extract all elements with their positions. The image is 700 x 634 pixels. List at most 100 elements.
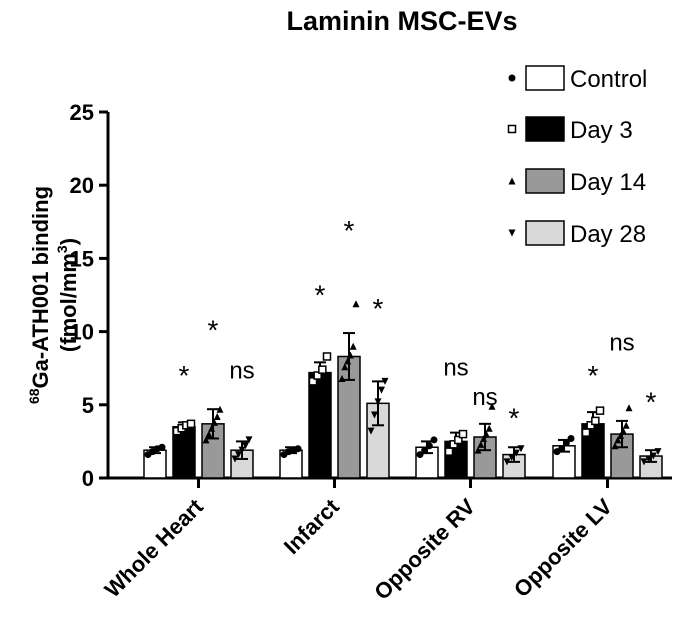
data-point [586, 421, 595, 430]
y-axis-unit-label: (fmol/mm3) [54, 238, 81, 352]
significance-star: * [588, 360, 599, 391]
legend-marker [508, 74, 516, 82]
data-point [238, 446, 246, 454]
y-axis-unit-pre: (fmol/mm [56, 253, 81, 352]
y-axis-label: 68Ga-ATH001 binding [26, 186, 53, 404]
significance-star: * [179, 360, 190, 391]
x-tick-label: Infarct [279, 493, 345, 559]
x-tick-label: Whole Heart [100, 493, 209, 602]
data-point [477, 440, 485, 448]
chart-title: Laminin MSC-EVs [286, 6, 517, 36]
data-point [454, 435, 463, 445]
data-point [485, 424, 493, 432]
significance-ns: ns [472, 384, 497, 411]
data-point [425, 442, 433, 450]
significance-star: * [646, 386, 657, 417]
y-tick-label: 20 [70, 173, 94, 198]
data-point [595, 406, 605, 415]
y-axis-unit-superscript: 3 [54, 245, 70, 253]
significance-ns: ns [443, 355, 468, 382]
data-point [242, 442, 249, 450]
data-point [619, 427, 627, 435]
x-tick-label: Opposite LV [509, 494, 617, 602]
data-point [213, 413, 221, 421]
data-point [430, 436, 438, 444]
legend-label: Day 14 [570, 169, 646, 196]
data-point [654, 448, 662, 456]
y-axis: 0 5 10 15 20 25 [70, 100, 110, 491]
y-tick-label: 25 [70, 100, 94, 125]
data-point [294, 445, 302, 453]
y-axis-unit-post: ) [56, 238, 81, 245]
y-tick-label: 5 [82, 393, 94, 418]
data-point [346, 351, 354, 359]
legend-swatch [525, 65, 565, 91]
data-point [378, 386, 385, 394]
data-point [517, 445, 525, 453]
data-point [202, 436, 210, 444]
data-point [352, 300, 360, 308]
data-point [449, 440, 458, 449]
data-point [503, 458, 511, 466]
data-point [625, 404, 633, 412]
data-point [344, 357, 352, 365]
legend-label: Day 3 [570, 117, 633, 144]
y-tick-label: 10 [70, 320, 94, 345]
data-point [338, 374, 346, 382]
legend-marker [508, 229, 516, 237]
data-point [488, 402, 496, 410]
legend-marker [508, 177, 516, 185]
data-point [158, 443, 166, 451]
bar [308, 371, 332, 479]
data-point [235, 451, 242, 459]
y-tick-label: 15 [70, 246, 94, 271]
y-axis-label-superscript: 68 [26, 388, 42, 404]
legend-label: Control [570, 66, 647, 93]
data-point [444, 447, 454, 456]
legend-swatch [525, 168, 565, 194]
data-point [508, 454, 516, 462]
data-point [581, 428, 591, 437]
data-point [591, 416, 600, 426]
data-point [205, 430, 213, 438]
data-point [611, 442, 619, 450]
data-point [216, 405, 224, 413]
data-point [458, 429, 468, 439]
data-point [318, 365, 327, 374]
legend-swatch [525, 220, 565, 246]
significance-star: * [208, 315, 219, 346]
data-point [649, 452, 657, 460]
data-points-group [144, 300, 662, 466]
significance-ns: ns [609, 330, 634, 357]
data-point [322, 352, 332, 361]
x-axis: Whole Heart Infarct Opposite RV Opposite LV [100, 476, 672, 605]
y-axis-label-main: Ga-ATH001 binding [28, 186, 53, 389]
legend-swatch [525, 116, 565, 142]
data-point [381, 377, 389, 385]
bars-group [143, 355, 663, 479]
significance-star: * [344, 215, 355, 246]
data-point [614, 436, 622, 444]
data-point [349, 342, 357, 350]
data-point [567, 434, 575, 442]
data-point [482, 430, 490, 438]
data-point [341, 363, 349, 371]
data-point [367, 427, 375, 435]
error-bars-group [149, 332, 657, 463]
legend-marker [507, 124, 517, 134]
data-point [371, 411, 378, 419]
data-point [416, 451, 424, 459]
data-point [308, 377, 318, 386]
y-tick-label: 0 [82, 466, 94, 491]
data-point [421, 446, 429, 454]
data-point [313, 371, 322, 380]
data-point [562, 439, 570, 447]
data-point [558, 445, 566, 453]
significance-star: * [509, 403, 520, 434]
legend: Control Day 3 Day 14 Day 28 [507, 65, 647, 248]
data-point [474, 446, 482, 454]
data-point [374, 398, 382, 406]
data-point [640, 458, 648, 466]
